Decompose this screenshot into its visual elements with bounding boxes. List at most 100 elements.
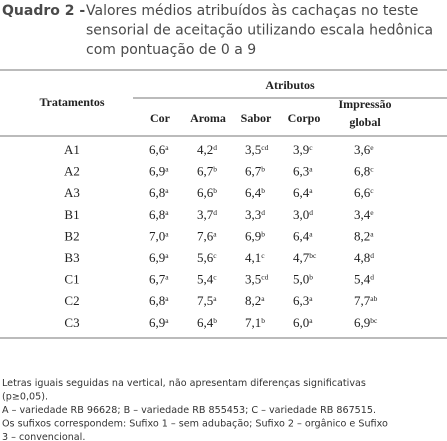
cell-value: 5,0 [293,272,309,287]
cell-value: 6,6 [149,142,166,157]
column-header: Aroma [190,111,226,125]
cell: 6,8c [354,164,374,179]
cell-value: 3,5 [245,272,261,287]
row-name: A2 [64,164,80,179]
cell: 6,4a [293,185,313,200]
cell-superscript: b [309,273,313,282]
cell-value: 5,6 [197,250,214,265]
cell-value: 6,8 [149,185,165,200]
cell: 8,2a [354,228,374,243]
cell-superscript: b [213,316,217,325]
cell: 3,7d [197,207,217,222]
cell-superscript: a [309,186,313,195]
cell-value: 6,0 [293,315,309,330]
cell: 6,6b [197,185,217,200]
note: Letras iguais seguidas na vertical, não … [2,378,366,389]
cell-value: 6,9 [149,250,165,265]
note: A – variedade RB 96628; B – variedade RB… [2,405,376,416]
cell-superscript: ab [370,294,377,303]
cell: 3,9c [293,142,313,157]
cell-superscript: a [309,229,313,238]
column-header: Impressão [338,97,391,111]
cell-superscript: a [309,165,313,174]
cell: 5,4c [197,272,217,287]
cell-superscript: c [370,186,374,195]
cell-value: 4,7 [293,250,310,265]
cell-superscript: b [261,165,265,174]
column-header: Sabor [241,111,272,125]
cell: 6,7b [197,164,217,179]
cell-superscript: d [261,208,265,217]
cell-value: 6,8 [149,207,165,222]
cell: 8,2a [245,293,265,308]
row-name: A1 [64,142,80,157]
row-name: C1 [64,272,79,287]
cell-value: 4,8 [354,250,370,265]
cell: 4,8d [354,250,374,265]
cell: 7,0a [149,228,169,243]
cell-value: 6,7 [149,272,166,287]
cell-value: 6,8 [354,164,370,179]
column-header: Cor [150,111,171,125]
cell-value: 6,9 [354,315,370,330]
cell-superscript: a [165,251,169,260]
cell: 3,5cd [245,272,269,287]
cell: 3,6e [354,142,374,157]
cell: 6,8a [149,185,169,200]
cell-value: 6,4 [245,185,262,200]
cell-value: 3,3 [245,207,261,222]
cell-superscript: e [370,208,374,217]
cell-superscript: b [261,186,265,195]
cell-superscript: b [261,316,265,325]
note: Os sufixos correspondem: Sufixo 1 – sem … [2,418,388,430]
cell-superscript: bc [370,316,378,325]
cell-superscript: a [165,294,169,303]
cell: 6,7a [149,272,169,287]
title-line: sensorial de aceitação utilizando escala… [86,23,433,39]
note: (p≥0,05). [2,392,48,403]
cell: 5,4d [354,272,374,287]
cell-superscript: a [165,143,169,152]
cell-value: 6,9 [149,164,165,179]
cell: 6,4b [245,185,265,200]
title-line: com pontuação de 0 a 9 [86,42,256,58]
cell-value: 4,2 [197,142,213,157]
cell-superscript: bc [309,251,317,260]
column-header: Corpo [288,111,321,125]
cell: 5,6c [197,250,217,265]
cell-value: 3,0 [293,207,309,222]
cell: 7,7ab [354,293,378,308]
cell-superscript: a [165,165,169,174]
cell: 6,9a [149,164,169,179]
cell: 6,3a [293,293,313,308]
cell: 6,7b [245,164,265,179]
note: 3 – convencional. [2,432,85,441]
cell-value: 5,4 [197,272,214,287]
cell: 7,6a [197,228,217,243]
group-header: Atributos [265,78,315,92]
row-header: Tratamentos [39,95,104,109]
cell: 3,3d [245,207,265,222]
cell-value: 3,5 [245,142,261,157]
cell-value: 6,3 [293,164,309,179]
cell-value: 7,6 [197,228,214,243]
title-line: Valores médios atribuídos às cachaças no… [86,3,418,19]
cell: 6,0a [293,315,313,330]
cell: 3,0d [293,207,313,222]
cell-superscript: c [261,251,265,260]
cell-superscript: a [213,229,217,238]
cell-value: 7,1 [245,315,261,330]
cell: 3,4e [354,207,374,222]
cell: 7,1b [245,315,265,330]
cell-value: 7,5 [197,293,213,308]
row-name: C3 [64,315,79,330]
cell: 6,3a [293,164,313,179]
cell-value: 5,4 [354,272,371,287]
title-label: Quadro 2 - [2,3,85,19]
cell-value: 3,6 [354,142,371,157]
row-name: A3 [64,185,80,200]
cell-superscript: a [213,294,217,303]
cell: 6,9a [149,315,169,330]
cell-superscript: d [370,251,374,260]
cell-superscript: b [213,186,217,195]
